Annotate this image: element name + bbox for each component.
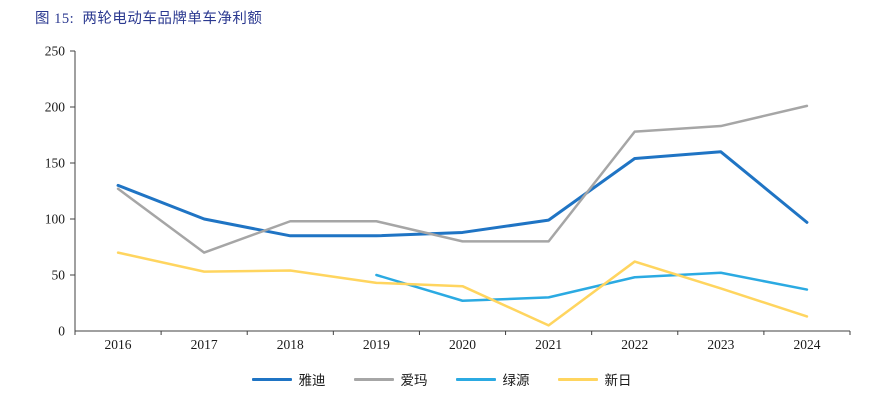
legend-swatch-icon [557,377,598,381]
legend-item-0: 雅迪 [251,369,326,389]
legend-swatch-icon [353,377,394,381]
y-tick-label: 100 [45,212,66,227]
legend-label: 爱玛 [400,373,428,388]
legend-item-3: 新日 [557,369,632,389]
legend-label: 雅迪 [298,373,326,388]
x-tick-label: 2020 [449,337,476,352]
series-line-2 [375,271,809,303]
x-tick-label: 2023 [707,337,734,352]
chart-legend: 雅迪 爱玛 绿源 新日 [0,369,883,389]
x-tick-label: 2024 [793,337,820,352]
y-tick-label: 0 [58,324,65,339]
legend-item-2: 绿源 [455,369,530,389]
y-tick-label: 250 [45,44,66,59]
legend-item-1: 爱玛 [353,369,428,389]
x-tick-label: 2018 [277,337,304,352]
series-line-3 [116,251,809,327]
legend-label: 新日 [604,373,632,388]
legend-swatch-icon [455,377,496,381]
legend-swatch-icon [251,377,292,381]
y-tick-label: 50 [52,268,66,283]
x-tick-label: 2017 [191,337,218,352]
series-line-0 [116,150,809,238]
y-tick-label: 150 [45,156,66,171]
figure-title: 图 15: 两轮电动车品牌单车净利额 [35,11,263,27]
legend-label: 绿源 [502,373,530,388]
y-tick-label: 200 [45,100,66,115]
x-tick-label: 2022 [621,337,648,352]
series-line-1 [116,104,809,254]
x-tick-label: 2021 [535,337,562,352]
x-tick-label: 2019 [363,337,390,352]
x-tick-label: 2016 [105,337,132,352]
